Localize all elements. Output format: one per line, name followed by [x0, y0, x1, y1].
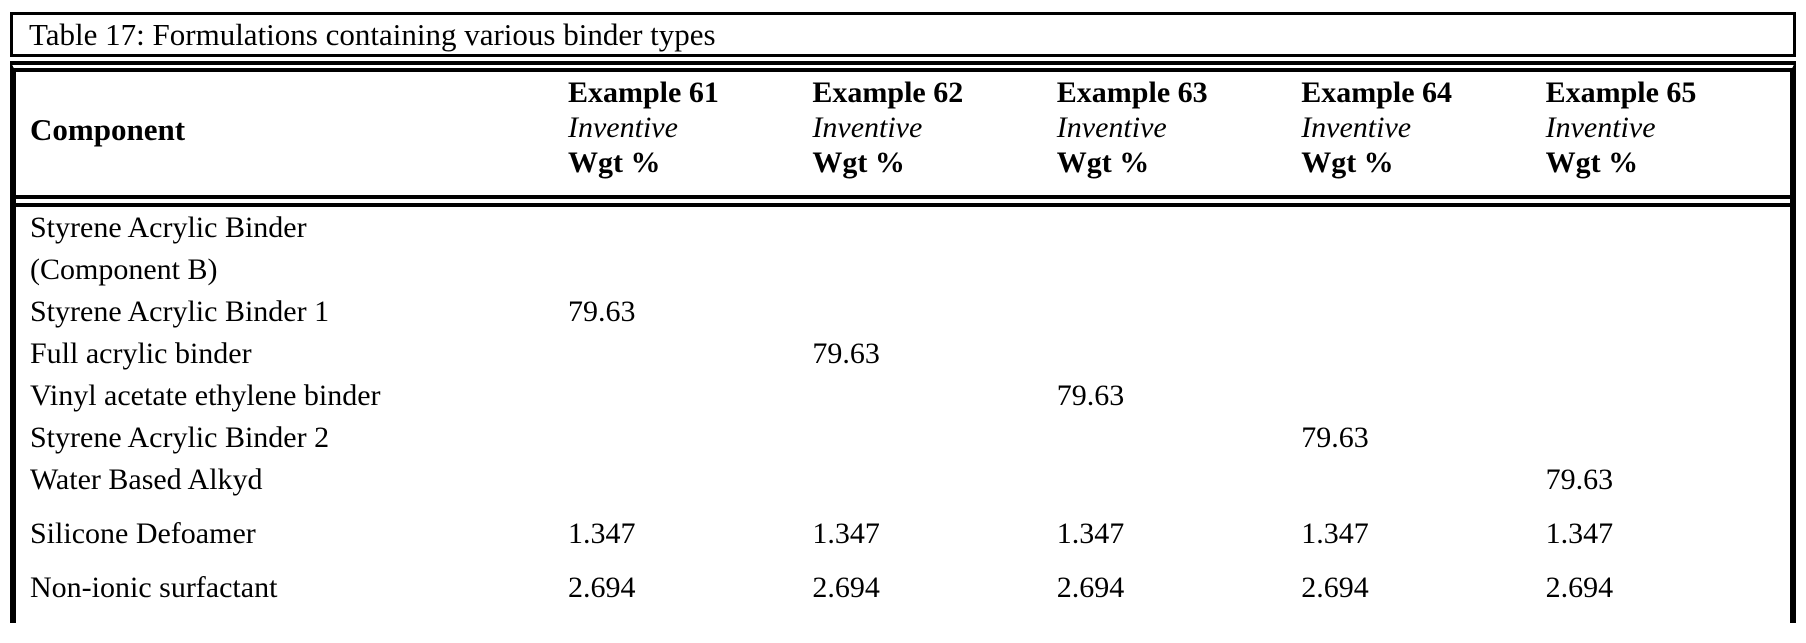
column-subtitle: Inventive [812, 111, 923, 144]
value-cell [812, 207, 1056, 291]
column-subtitle: Inventive [568, 111, 678, 144]
value-cell: 1.347 [812, 517, 880, 550]
value-cell [568, 207, 812, 291]
value-cell [1057, 207, 1301, 291]
table-row: Full acrylic binder 79.63 [16, 333, 1790, 375]
component-cell: Water Based Alkyd [30, 463, 263, 496]
header-example-61: Example 61 Inventive Wgt % [568, 75, 812, 195]
value-cell [1057, 417, 1301, 459]
value-cell [568, 459, 812, 501]
value-cell [568, 333, 812, 375]
table-row: Styrene Acrylic Binder 2 79.63 [16, 417, 1790, 459]
value-cell [1546, 207, 1790, 291]
component-name: Styrene Acrylic Binder [30, 211, 307, 244]
value-cell [1546, 417, 1790, 459]
value-cell: 79.63 [1056, 379, 1125, 412]
column-title: Example 65 [1545, 76, 1697, 109]
table-header-row: Component Example 61 Inventive Wgt % Exa… [16, 72, 1790, 207]
value-cell: 79.63 [812, 337, 880, 370]
value-cell [1301, 291, 1545, 333]
header-example-63: Example 63 Inventive Wgt % [1057, 75, 1301, 195]
value-cell [1057, 291, 1301, 333]
value-cell [1057, 459, 1301, 501]
column-title: Example 61 [568, 76, 719, 109]
value-cell: 1.347 [1545, 517, 1614, 550]
component-cell: Full acrylic binder [30, 337, 252, 370]
table-row: Styrene Acrylic Binder 1 79.63 [16, 291, 1790, 333]
value-cell: 1.347 [1056, 517, 1125, 550]
column-unit: Wgt % [1545, 146, 1639, 179]
value-cell: 2.694 [568, 571, 636, 604]
column-unit: Wgt % [812, 146, 905, 179]
value-cell: 2.694 [1056, 571, 1125, 604]
table-row: Non-ionic surfactant 2.694 2.694 2.694 2… [16, 555, 1790, 609]
value-cell [812, 417, 1056, 459]
table-caption: Table 17: Formulations containing variou… [29, 16, 716, 52]
value-cell [1301, 375, 1545, 417]
table-caption-box: Table 17: Formulations containing variou… [10, 12, 1796, 57]
table-row: Styrene Acrylic Binder (Component B) [16, 207, 1790, 291]
value-cell: 79.63 [568, 295, 636, 328]
table-row: Silicone Defoamer 1.347 1.347 1.347 1.34… [16, 501, 1790, 555]
column-title: Example 63 [1056, 76, 1208, 109]
value-cell [1301, 333, 1545, 375]
column-unit: Wgt % [1301, 146, 1394, 179]
column-subtitle: Inventive [1056, 111, 1167, 144]
component-cell: Silicone Defoamer [30, 517, 256, 550]
column-subtitle: Inventive [1301, 111, 1412, 144]
header-component: Component [30, 112, 186, 147]
formulations-table: Component Example 61 Inventive Wgt % Exa… [10, 61, 1796, 623]
table-row: Vinyl acetate ethylene binder 79.63 [16, 375, 1790, 417]
component-cell: Styrene Acrylic Binder 1 [30, 295, 330, 328]
table-row: Water Based Alkyd 79.63 [16, 459, 1790, 501]
value-cell [1546, 333, 1790, 375]
value-cell [1057, 333, 1301, 375]
column-unit: Wgt % [568, 146, 661, 179]
value-cell: 2.694 [812, 571, 880, 604]
column-unit: Wgt % [1056, 146, 1150, 179]
value-cell [812, 291, 1056, 333]
column-title: Example 64 [1301, 76, 1453, 109]
column-title: Example 62 [812, 76, 964, 109]
value-cell: 2.694 [1545, 571, 1614, 604]
column-subtitle: Inventive [1545, 111, 1656, 144]
value-cell [812, 375, 1056, 417]
value-cell [568, 375, 812, 417]
value-cell [1546, 375, 1790, 417]
value-cell: 1.347 [1301, 517, 1369, 550]
value-cell: 1.347 [568, 517, 636, 550]
value-cell [1301, 459, 1545, 501]
value-cell [1546, 291, 1790, 333]
value-cell: 79.63 [1545, 463, 1614, 496]
header-example-64: Example 64 Inventive Wgt % [1301, 75, 1545, 195]
component-cell: Vinyl acetate ethylene binder [30, 379, 381, 412]
header-example-62: Example 62 Inventive Wgt % [812, 75, 1056, 195]
component-cell: Non-ionic surfactant [30, 571, 278, 604]
value-cell [568, 417, 812, 459]
component-cell: Styrene Acrylic Binder 2 [30, 421, 330, 454]
header-example-65: Example 65 Inventive Wgt % [1546, 75, 1790, 195]
component-cell: Styrene Acrylic Binder (Component B) [16, 207, 568, 291]
value-cell [812, 459, 1056, 501]
component-name-line2: (Component B) [30, 253, 218, 286]
value-cell: 2.694 [1301, 571, 1369, 604]
value-cell [1301, 207, 1545, 291]
value-cell: 79.63 [1301, 421, 1369, 454]
